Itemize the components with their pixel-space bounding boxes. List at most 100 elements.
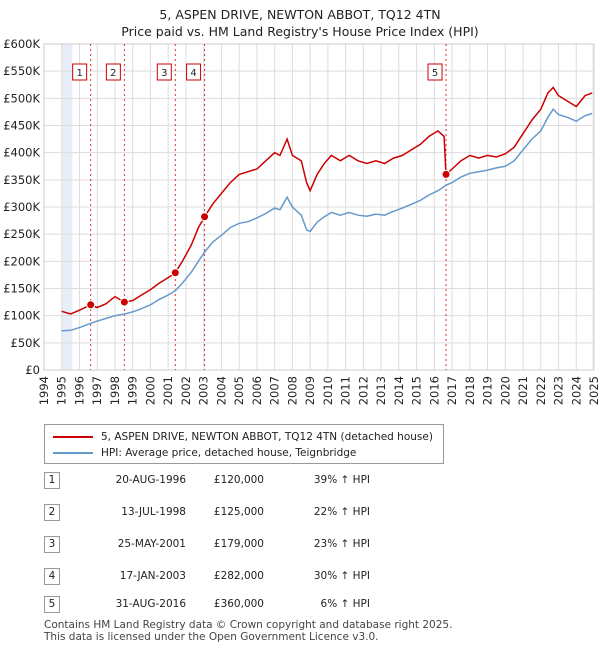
sale-number-label: 2 bbox=[110, 68, 116, 79]
y-tick-label: £100K bbox=[3, 309, 40, 323]
sale-price: £120,000 bbox=[213, 474, 264, 486]
x-tick-label: 1995 bbox=[55, 376, 69, 405]
chart-title-line1: 5, ASPEN DRIVE, NEWTON ABBOT, TQ12 4TN bbox=[159, 7, 441, 22]
sale-number-box bbox=[105, 63, 121, 81]
sale-hpi-change: 6% ↑ HPI bbox=[320, 598, 370, 610]
sale-hpi-change: 23% ↑ HPI bbox=[313, 538, 370, 550]
x-tick-label: 2024 bbox=[569, 376, 583, 405]
legend-swatch-hpi bbox=[53, 452, 93, 454]
sale-number-label: 5 bbox=[432, 68, 438, 79]
y-axis-ticks: £0 £50K £100K £150K £200K £250K £300K £350K £400… bbox=[3, 37, 40, 377]
x-tick-label: 2022 bbox=[534, 376, 548, 405]
sale-number-label: 1 bbox=[76, 68, 82, 79]
sale-point bbox=[119, 297, 129, 307]
sale-hpi-change: 39% ↑ HPI bbox=[313, 474, 370, 486]
sale-number-label: 3 bbox=[161, 68, 167, 79]
x-tick-label: 2017 bbox=[445, 376, 459, 405]
y-tick-label: £600K bbox=[3, 37, 40, 51]
sale-marker-lines bbox=[90, 44, 447, 370]
sale-point bbox=[200, 212, 210, 222]
chart-title-line2: Price paid vs. HM Land Registry's House … bbox=[121, 24, 479, 39]
property-price-line bbox=[61, 86, 593, 315]
sale-points bbox=[86, 169, 451, 310]
chart-series bbox=[61, 86, 593, 332]
legend-label-property: 5, ASPEN DRIVE, NEWTON ABBOT, TQ12 4TN (… bbox=[101, 431, 433, 443]
x-tick-label: 2020 bbox=[498, 376, 512, 405]
x-tick-label: 2018 bbox=[463, 376, 477, 405]
sale-number: 2 bbox=[44, 504, 60, 521]
x-tick-label: 2011 bbox=[339, 376, 353, 405]
x-tick-label: 2007 bbox=[268, 376, 282, 405]
x-tick-label: 2000 bbox=[143, 376, 157, 405]
y-tick-label: £550K bbox=[3, 64, 40, 78]
legend-swatch-property bbox=[53, 436, 93, 438]
sale-number: 1 bbox=[44, 472, 60, 489]
sale-number-label: 4 bbox=[190, 68, 196, 79]
sale-number-box bbox=[186, 63, 202, 81]
y-tick-label: £200K bbox=[3, 254, 40, 268]
x-tick-label: 2019 bbox=[481, 376, 495, 405]
x-tick-label: 2012 bbox=[356, 376, 370, 405]
sale-point bbox=[86, 300, 96, 310]
sale-price: £179,000 bbox=[213, 538, 264, 550]
legend: 5, ASPEN DRIVE, NEWTON ABBOT, TQ12 4TN (… bbox=[44, 424, 444, 464]
sale-date: 31-AUG-2016 bbox=[115, 598, 186, 610]
legend-item-property: 5, ASPEN DRIVE, NEWTON ABBOT, TQ12 4TN (… bbox=[53, 430, 433, 444]
plot-border bbox=[43, 43, 595, 371]
x-tick-label: 2023 bbox=[552, 376, 566, 405]
x-tick-label: 2021 bbox=[516, 376, 530, 405]
y-tick-label: £250K bbox=[3, 227, 40, 241]
x-tick-label: 2003 bbox=[197, 376, 211, 405]
x-tick-label: 2014 bbox=[392, 376, 406, 405]
x-tick-label: 2016 bbox=[427, 376, 441, 405]
price-chart: 1 2 3 4 5 £0 £50K £100K £150K £200K £250K £300K £35… bbox=[3, 37, 600, 405]
sale-row: 5 31-AUG-2016 £360,000 6% ↑ HPI bbox=[44, 596, 384, 614]
x-tick-label: 2013 bbox=[374, 376, 388, 405]
x-tick-label: 2006 bbox=[250, 376, 264, 405]
sale-number-boxes: 1 2 3 4 5 bbox=[72, 63, 443, 81]
x-tick-label: 1998 bbox=[108, 376, 122, 405]
x-tick-label: 2008 bbox=[285, 376, 299, 405]
chart-title: 5, ASPEN DRIVE, NEWTON ABBOT, TQ12 4TN P… bbox=[0, 6, 600, 40]
sale-hpi-change: 22% ↑ HPI bbox=[313, 506, 370, 518]
sale-point bbox=[441, 169, 451, 179]
sale-number-box bbox=[156, 63, 172, 81]
legend-label-hpi: HPI: Average price, detached house, Teig… bbox=[101, 447, 357, 459]
y-tick-label: £300K bbox=[3, 200, 40, 214]
sale-number-box bbox=[427, 63, 443, 81]
y-tick-label: £500K bbox=[3, 91, 40, 105]
sale-price: £282,000 bbox=[213, 570, 264, 582]
y-tick-label: £50K bbox=[11, 336, 41, 350]
x-tick-label: 1997 bbox=[90, 376, 104, 405]
x-tick-label: 2002 bbox=[179, 376, 193, 405]
sale-hpi-change: 30% ↑ HPI bbox=[313, 570, 370, 582]
footer: Contains HM Land Registry data © Crown c… bbox=[44, 619, 452, 643]
x-tick-label: 2025 bbox=[587, 376, 600, 405]
hpi-line bbox=[61, 108, 593, 332]
sale-point bbox=[170, 268, 180, 278]
x-tick-label: 1994 bbox=[37, 376, 51, 405]
x-tick-label: 1996 bbox=[72, 376, 86, 405]
sale-row: 1 20-AUG-1996 £120,000 39% ↑ HPI bbox=[44, 472, 384, 490]
sale-date: 13-JUL-1998 bbox=[121, 506, 186, 518]
footer-line1: Contains HM Land Registry data © Crown c… bbox=[44, 619, 453, 631]
y-tick-label: £450K bbox=[3, 119, 40, 133]
chart-grid bbox=[43, 43, 595, 371]
sale-price: £360,000 bbox=[213, 598, 264, 610]
y-tick-label: £0 bbox=[25, 363, 40, 377]
sale-row: 2 13-JUL-1998 £125,000 22% ↑ HPI bbox=[44, 504, 384, 522]
sale-date: 20-AUG-1996 bbox=[115, 474, 186, 486]
legend-item-hpi: HPI: Average price, detached house, Teig… bbox=[53, 446, 356, 460]
x-tick-label: 2001 bbox=[161, 376, 175, 405]
sale-row: 3 25-MAY-2001 £179,000 23% ↑ HPI bbox=[44, 536, 384, 554]
x-tick-label: 1999 bbox=[126, 376, 140, 405]
sale-number: 4 bbox=[44, 568, 60, 585]
sale-price: £125,000 bbox=[213, 506, 264, 518]
sale-number-box bbox=[72, 63, 88, 81]
sale-date: 25-MAY-2001 bbox=[117, 538, 186, 550]
footer-line2: This data is licensed under the Open Gov… bbox=[44, 631, 379, 643]
x-tick-label: 2015 bbox=[410, 376, 424, 405]
sale-date: 17-JAN-2003 bbox=[119, 570, 186, 582]
sale-number: 5 bbox=[44, 596, 60, 613]
x-axis-ticks: 1994 1995 1996 1997 1998 1999 2000 2001 2002 2003… bbox=[37, 376, 600, 405]
